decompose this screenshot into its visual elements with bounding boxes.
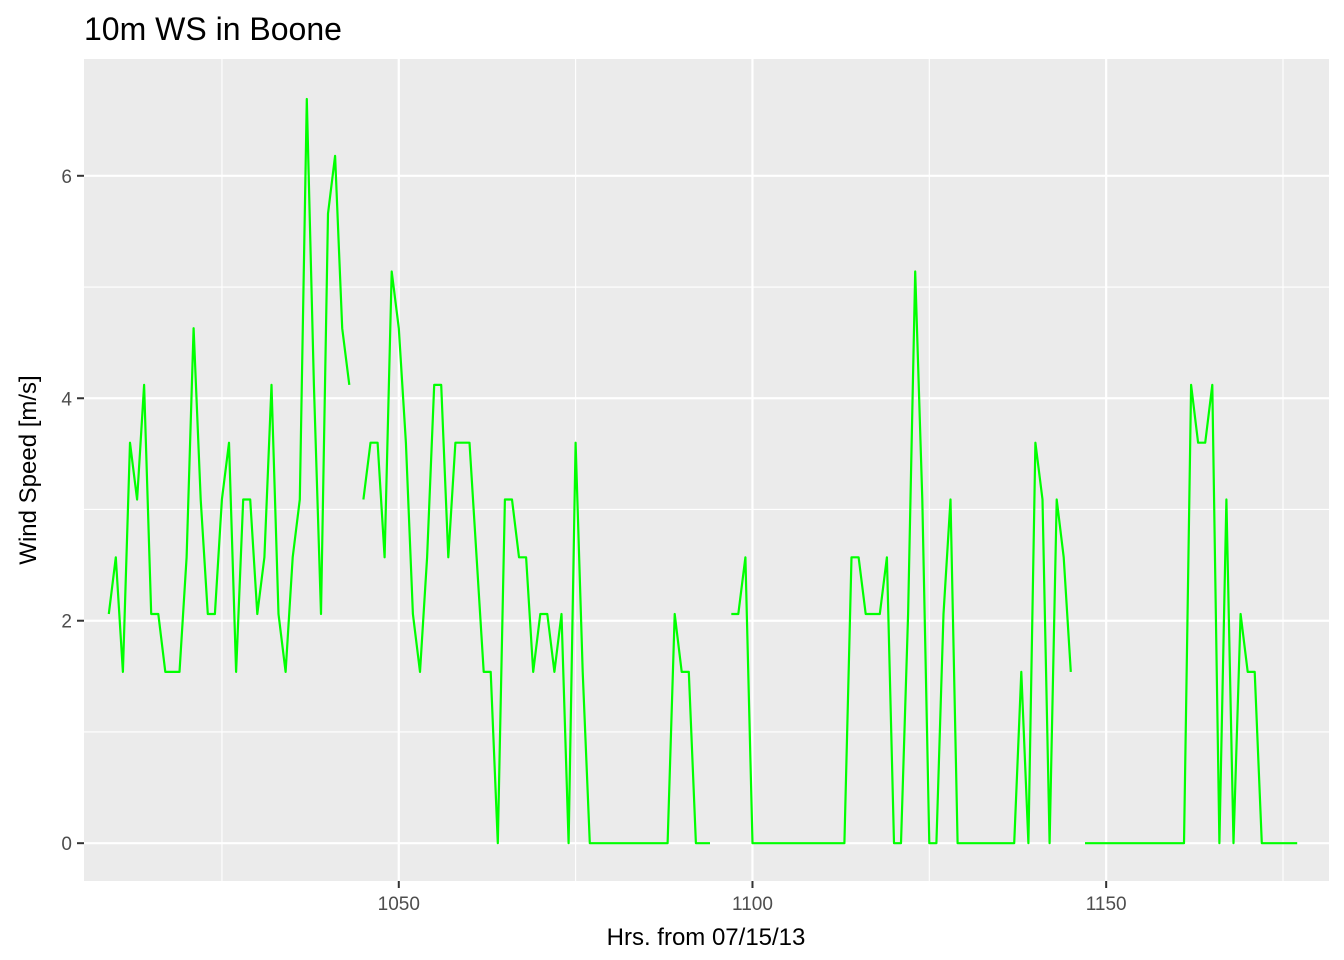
y-tick-label: 4 [61,389,72,410]
tick-labels: 1050 1100 1150 0 2 4 6 [61,167,1126,915]
x-axis-title: Hrs. from 07/15/13 [607,924,806,951]
x-tick-label: 1050 [378,894,420,915]
plot-panel [84,59,1329,881]
x-tick-label: 1150 [1086,894,1127,915]
axis-ticks [77,174,1108,888]
series-line-segment [107,97,351,673]
y-tick-label: 0 [61,834,72,855]
y-axis-title: Wind Speed [m/s] [15,375,42,564]
series-line-segment [1085,383,1298,845]
series-line-segment [362,270,710,845]
x-tick-label: 1100 [732,894,773,915]
series-line-segment [731,270,1072,845]
series-layer [107,97,1298,845]
y-tick-label: 2 [61,612,72,633]
y-tick-label: 6 [61,167,72,188]
chart-title: 10m WS in Boone [84,11,342,47]
